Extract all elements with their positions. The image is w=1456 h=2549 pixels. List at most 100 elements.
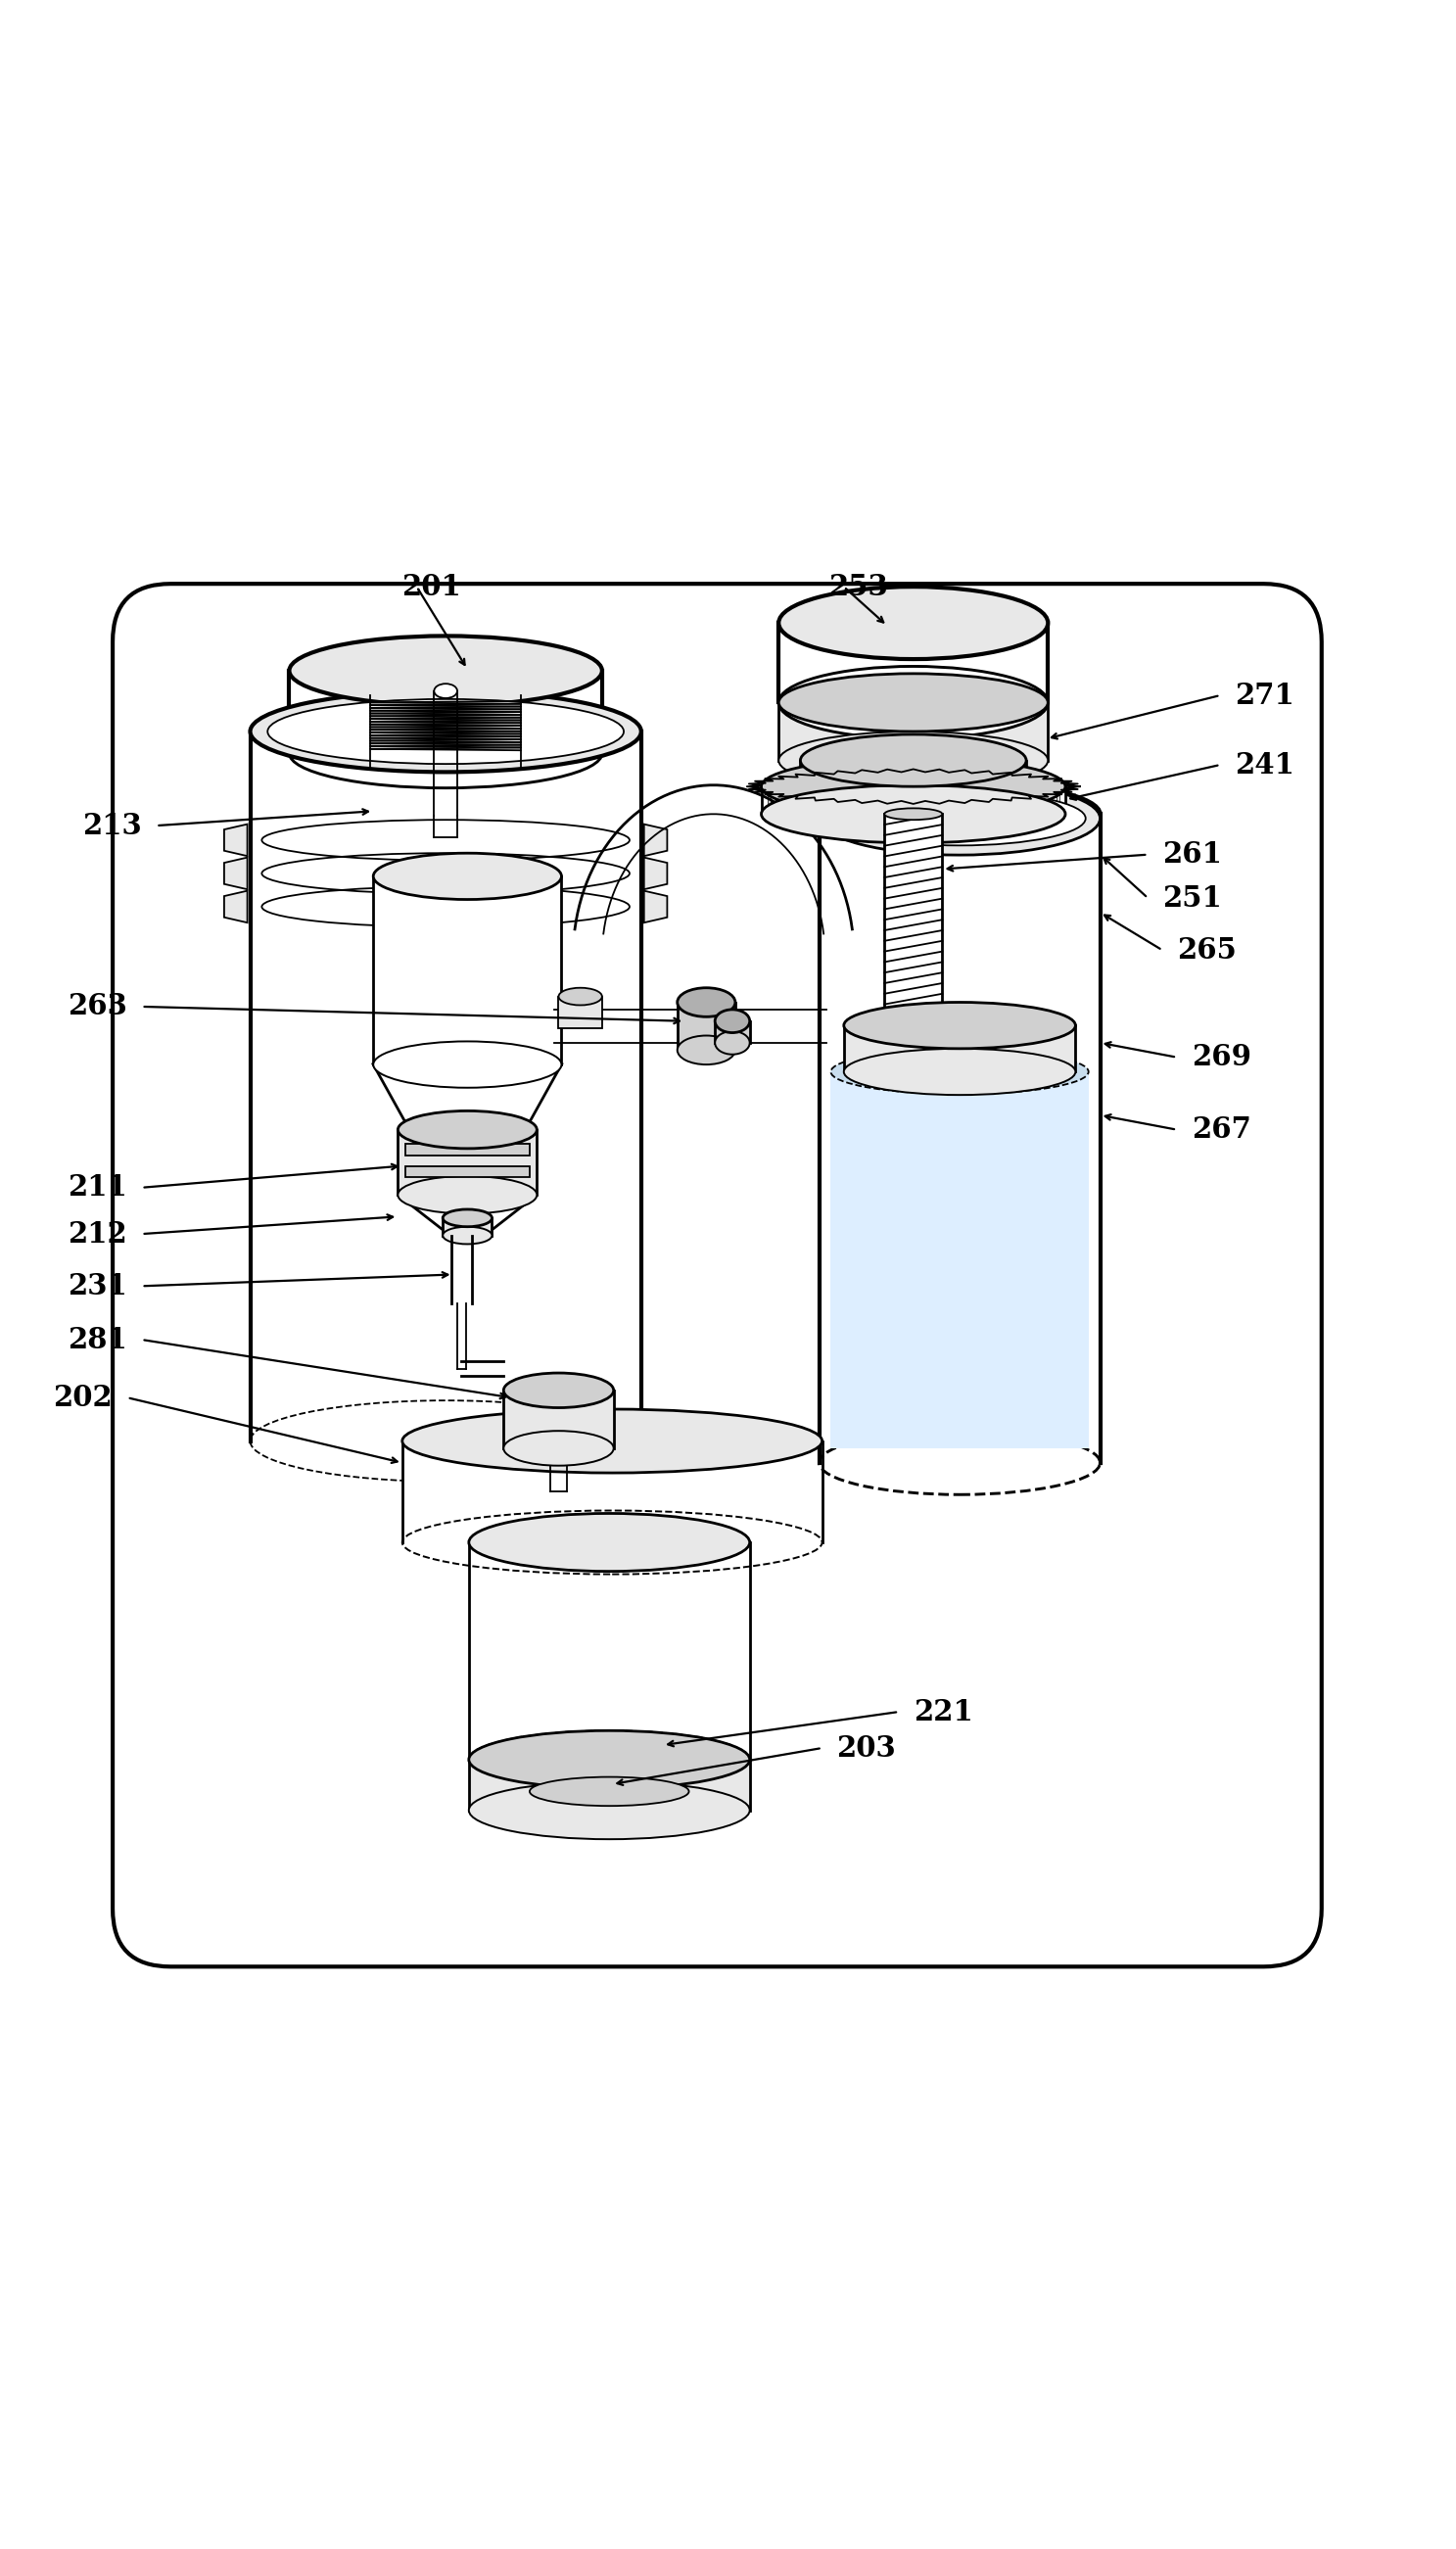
Ellipse shape bbox=[469, 1782, 750, 1840]
Polygon shape bbox=[644, 890, 667, 923]
Bar bbox=[715, 1022, 750, 1043]
Bar bbox=[504, 1389, 613, 1448]
Bar bbox=[801, 788, 805, 813]
Text: 267: 267 bbox=[1191, 1116, 1251, 1145]
Bar bbox=[938, 788, 942, 813]
Bar bbox=[869, 788, 874, 813]
Ellipse shape bbox=[250, 691, 641, 772]
Polygon shape bbox=[224, 823, 248, 856]
Bar bbox=[405, 1165, 530, 1178]
Polygon shape bbox=[397, 1195, 537, 1236]
Ellipse shape bbox=[504, 1430, 613, 1466]
Text: 231: 231 bbox=[67, 1272, 127, 1300]
Ellipse shape bbox=[268, 698, 623, 765]
Bar bbox=[846, 788, 852, 813]
Bar bbox=[1021, 788, 1026, 813]
Ellipse shape bbox=[530, 1777, 689, 1805]
Ellipse shape bbox=[443, 1208, 492, 1226]
Ellipse shape bbox=[469, 1731, 750, 1789]
Bar bbox=[397, 1129, 537, 1195]
Text: 221: 221 bbox=[913, 1698, 973, 1726]
Bar bbox=[990, 788, 996, 813]
Bar bbox=[820, 813, 1101, 1463]
Bar bbox=[976, 788, 980, 813]
Bar bbox=[778, 788, 783, 813]
Text: 261: 261 bbox=[1162, 841, 1222, 869]
Text: 241: 241 bbox=[1235, 749, 1294, 780]
Polygon shape bbox=[224, 856, 248, 890]
Bar bbox=[1028, 788, 1034, 813]
Bar bbox=[839, 788, 843, 813]
Ellipse shape bbox=[677, 989, 735, 1017]
Bar bbox=[922, 788, 927, 813]
Bar bbox=[290, 670, 601, 752]
Bar bbox=[1006, 788, 1010, 813]
Text: 202: 202 bbox=[54, 1384, 112, 1412]
Bar bbox=[1037, 788, 1041, 813]
Bar bbox=[1051, 788, 1057, 813]
Ellipse shape bbox=[409, 1119, 526, 1139]
Ellipse shape bbox=[779, 586, 1048, 660]
Bar bbox=[469, 1542, 750, 1759]
Ellipse shape bbox=[290, 635, 601, 706]
Bar bbox=[884, 788, 890, 813]
Ellipse shape bbox=[715, 1032, 750, 1055]
Bar bbox=[983, 788, 989, 813]
Bar bbox=[1059, 788, 1064, 813]
Bar bbox=[930, 788, 935, 813]
Polygon shape bbox=[644, 823, 667, 856]
Text: 213: 213 bbox=[82, 811, 141, 839]
Text: 251: 251 bbox=[1162, 885, 1222, 913]
Polygon shape bbox=[373, 1065, 562, 1129]
Bar bbox=[824, 788, 828, 813]
Bar bbox=[952, 788, 958, 813]
Bar bbox=[808, 788, 814, 813]
Bar bbox=[945, 788, 951, 813]
Bar bbox=[884, 813, 942, 1025]
Ellipse shape bbox=[801, 760, 1026, 813]
FancyBboxPatch shape bbox=[112, 584, 1322, 1968]
Bar bbox=[402, 1440, 823, 1542]
Ellipse shape bbox=[402, 1410, 823, 1473]
Ellipse shape bbox=[831, 1050, 1089, 1094]
Bar bbox=[779, 704, 1048, 760]
Text: 211: 211 bbox=[67, 1173, 127, 1201]
Ellipse shape bbox=[397, 1175, 537, 1213]
Text: 212: 212 bbox=[67, 1221, 127, 1249]
Ellipse shape bbox=[844, 1002, 1076, 1048]
Bar bbox=[763, 788, 767, 813]
Bar bbox=[677, 1002, 735, 1050]
Text: 263: 263 bbox=[67, 992, 127, 1020]
Ellipse shape bbox=[290, 719, 601, 788]
Ellipse shape bbox=[801, 734, 1026, 788]
Text: 271: 271 bbox=[1235, 681, 1294, 709]
Bar bbox=[469, 1759, 750, 1810]
Text: 265: 265 bbox=[1176, 935, 1236, 964]
Text: 269: 269 bbox=[1191, 1043, 1251, 1071]
Ellipse shape bbox=[761, 757, 1066, 816]
Text: 203: 203 bbox=[837, 1733, 895, 1761]
Ellipse shape bbox=[884, 808, 942, 821]
Polygon shape bbox=[224, 890, 248, 923]
Bar bbox=[853, 788, 859, 813]
Bar bbox=[443, 1218, 492, 1236]
Bar bbox=[891, 788, 897, 813]
Ellipse shape bbox=[677, 1035, 735, 1065]
Ellipse shape bbox=[834, 790, 1086, 846]
Ellipse shape bbox=[820, 783, 1101, 854]
Ellipse shape bbox=[443, 1226, 492, 1244]
Ellipse shape bbox=[469, 1514, 750, 1570]
Bar bbox=[815, 788, 821, 813]
Bar bbox=[801, 760, 1026, 788]
Bar bbox=[770, 788, 775, 813]
Ellipse shape bbox=[715, 1009, 750, 1032]
Bar bbox=[968, 788, 973, 813]
Bar bbox=[779, 622, 1048, 704]
Bar bbox=[907, 788, 911, 813]
Ellipse shape bbox=[265, 696, 626, 765]
Ellipse shape bbox=[373, 1043, 562, 1088]
Text: 253: 253 bbox=[828, 574, 888, 602]
Text: 281: 281 bbox=[67, 1325, 127, 1354]
Ellipse shape bbox=[834, 788, 1086, 839]
Bar bbox=[862, 788, 866, 813]
